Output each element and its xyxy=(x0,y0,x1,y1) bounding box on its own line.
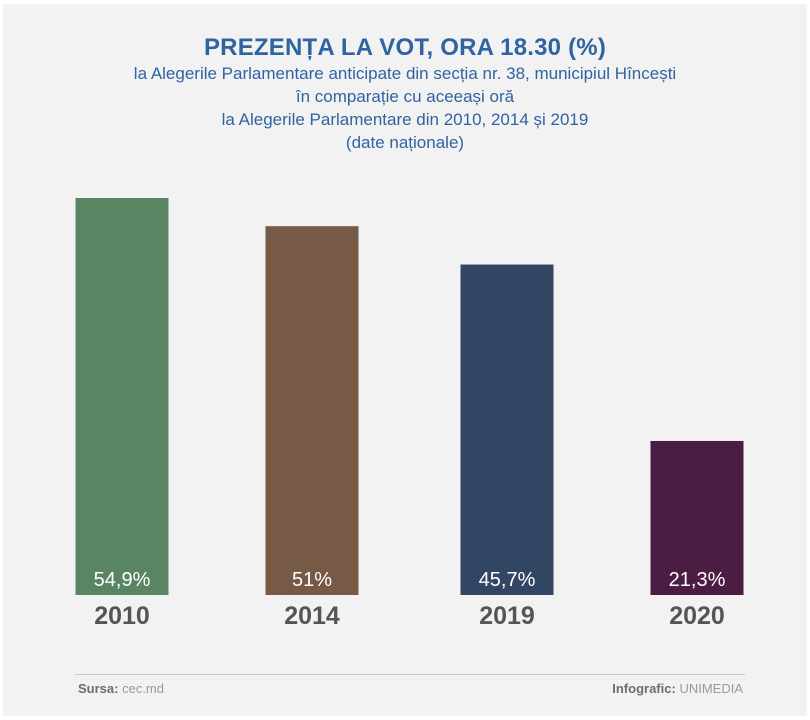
bar-2020 xyxy=(650,440,744,595)
subtitle-line-1: la Alegerile Parlamentare anticipate din… xyxy=(133,64,677,83)
source-label: Sursa: xyxy=(78,681,119,696)
subtitle-line-3: la Alegerile Parlamentare din 2010, 2014… xyxy=(221,110,589,129)
bar-2010 xyxy=(75,198,169,595)
source-note: Sursa: cec.md xyxy=(78,681,164,696)
value-label-2020: 21,3% xyxy=(669,569,726,591)
value-label-2010: 54,9% xyxy=(94,569,151,591)
category-label-2010: 2010 xyxy=(94,602,150,630)
category-label-2020: 2020 xyxy=(669,602,725,630)
value-label-2019: 45,7% xyxy=(479,569,536,591)
credit-label: Infografic: xyxy=(612,681,676,696)
subtitle-line-2: în comparație cu aceeași oră xyxy=(295,87,515,106)
subtitle-line-4: (date naționale) xyxy=(345,133,465,152)
credit-note: Infografic: UNIMEDIA xyxy=(612,681,743,696)
credit-value: UNIMEDIA xyxy=(679,681,743,696)
bar-2014 xyxy=(265,226,359,595)
category-label-2019: 2019 xyxy=(479,602,535,630)
value-label-2014: 51% xyxy=(292,569,332,591)
category-label-2014: 2014 xyxy=(284,602,340,630)
footer-divider xyxy=(75,674,745,675)
chart-title: PREZENȚA LA VOT, ORA 18.30 (%) xyxy=(203,34,607,61)
source-value: cec.md xyxy=(122,681,164,696)
bar-2019 xyxy=(460,264,554,595)
